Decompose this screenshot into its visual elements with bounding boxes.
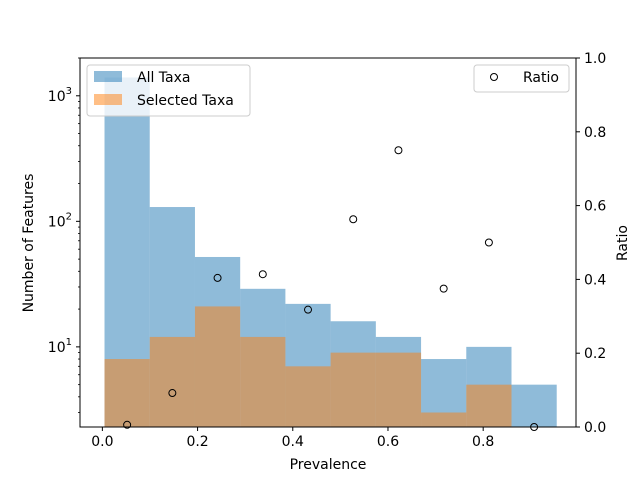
selected-taxa-bar-6: [375, 352, 422, 427]
selected-taxa-bar-7: [421, 412, 467, 427]
left-y-tick-label-2: 103: [48, 86, 72, 105]
ratio-point-5: [349, 215, 358, 224]
legend-marker-ratio: [490, 73, 498, 81]
x-axis-label: Prevalence: [290, 457, 367, 473]
left-y-tick-label-0: 101: [48, 337, 72, 356]
selected-taxa-bar-1: [149, 336, 195, 427]
selected-taxa-bar-5: [330, 352, 376, 427]
selected-taxa-bar-8: [466, 384, 512, 427]
x-tick-label-3: 0.6: [377, 434, 399, 450]
selected-taxa-bar-0: [104, 359, 150, 427]
right-y-tick-label-0: 0.0: [584, 420, 606, 436]
ratio-point-3: [258, 270, 267, 279]
ratio-point-6: [394, 146, 403, 155]
x-axis-ticks: 0.0 0.2 0.4 0.6 0.8: [91, 427, 494, 450]
x-tick-label-1: 0.2: [186, 434, 208, 450]
legend-label-selected-taxa: Selected Taxa: [137, 93, 234, 109]
ratio-point-8: [484, 238, 493, 247]
left-y-axis-ticks: 101 102 103: [48, 57, 80, 413]
x-tick-label-0: 0.0: [91, 434, 113, 450]
right-y-tick-label-2: 0.4: [584, 272, 606, 288]
legend-left-frame: [86, 64, 251, 117]
right-y-axis-label: Ratio: [615, 225, 631, 261]
left-y-tick-label-1: 102: [48, 211, 72, 230]
left-y-axis-label: Number of Features: [21, 174, 37, 313]
selected-taxa-bar-2: [194, 306, 241, 427]
right-y-tick-label-4: 0.8: [584, 125, 606, 141]
legend-swatch-selected-taxa: [94, 94, 122, 105]
ratio-point-7: [439, 284, 448, 293]
legend-label-all-taxa: All Taxa: [137, 70, 190, 86]
legend-right: Ratio: [473, 64, 570, 93]
legend-right-frame: [473, 64, 570, 93]
right-y-tick-label-5: 1.0: [584, 51, 606, 67]
right-y-tick-label-3: 0.6: [584, 199, 606, 215]
ratio-point-0: [123, 420, 132, 429]
plot-frame: [79, 57, 577, 428]
all-taxa-bar-9: [511, 384, 557, 427]
x-tick-label-2: 0.4: [282, 434, 304, 450]
x-tick-label-4: 0.8: [472, 434, 494, 450]
ratio-point-1: [168, 389, 177, 398]
right-y-tick-label-1: 0.2: [584, 346, 606, 362]
ratio-point-4: [304, 305, 313, 314]
legend-swatch-all-taxa: [94, 71, 122, 82]
legend-left: All Taxa Selected Taxa: [86, 64, 251, 117]
selected-taxa-bar-3: [240, 336, 286, 427]
right-y-axis-ticks: 0.0 0.2 0.4 0.6 0.8 1.0: [576, 51, 606, 436]
legend-label-ratio: Ratio: [523, 70, 559, 86]
ratio-point-2: [213, 273, 222, 282]
selected-taxa-bar-4: [285, 366, 331, 427]
selected-taxa-bars: [104, 306, 512, 427]
